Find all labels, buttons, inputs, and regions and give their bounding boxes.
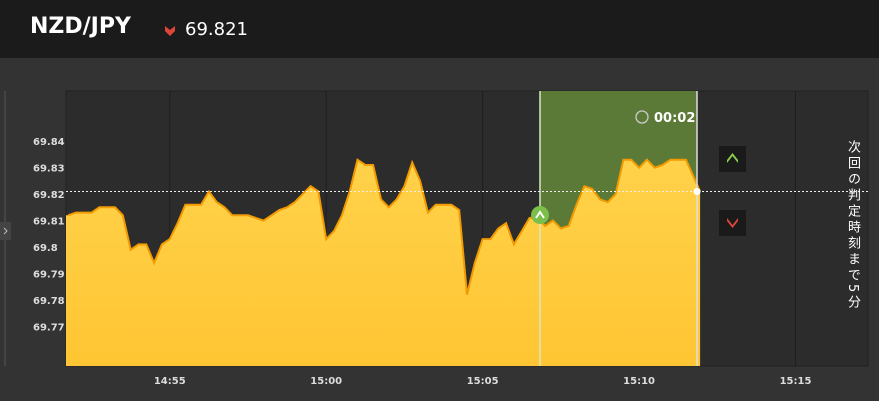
high-icon (727, 153, 738, 163)
y-tick-label: 69.79 (33, 269, 65, 280)
y-tick-label: 69.83 (33, 164, 65, 175)
symbol: NZD/JPY (30, 14, 131, 39)
price-line (67, 158, 702, 295)
current-point (693, 187, 701, 195)
high-button[interactable] (719, 146, 746, 172)
low-button[interactable] (719, 210, 746, 236)
timer: 00:02 (654, 111, 695, 126)
y-tick-label: 69.81 (33, 217, 65, 228)
current-price: 69.821 (185, 19, 248, 40)
down-icon (165, 26, 175, 36)
y-tick-label: 69.84 (33, 137, 65, 148)
header-bar: NZD/JPY 69.821 (0, 0, 879, 58)
low-icon (727, 218, 738, 228)
tab-arrow (3, 227, 8, 235)
y-tick-label: 69.82 (33, 190, 65, 201)
clock-icon (635, 110, 649, 124)
side-note: 次回の判定時刻まで5分 (845, 140, 860, 312)
entry-marker (531, 206, 549, 224)
x-tick-label: 15:10 (623, 376, 655, 387)
x-tick-label: 15:15 (780, 376, 812, 387)
price-area (66, 159, 701, 366)
x-tick-label: 14:55 (154, 376, 186, 387)
entry-arrow (535, 210, 545, 219)
y-tick-label: 69.8 (33, 243, 58, 254)
y-tick-label: 69.77 (33, 322, 65, 333)
x-tick-label: 15:05 (467, 376, 499, 387)
spacer (0, 91, 5, 92)
y-tick-label: 69.78 (33, 296, 65, 307)
x-tick-label: 15:00 (310, 376, 342, 387)
side-tab[interactable] (0, 222, 11, 240)
